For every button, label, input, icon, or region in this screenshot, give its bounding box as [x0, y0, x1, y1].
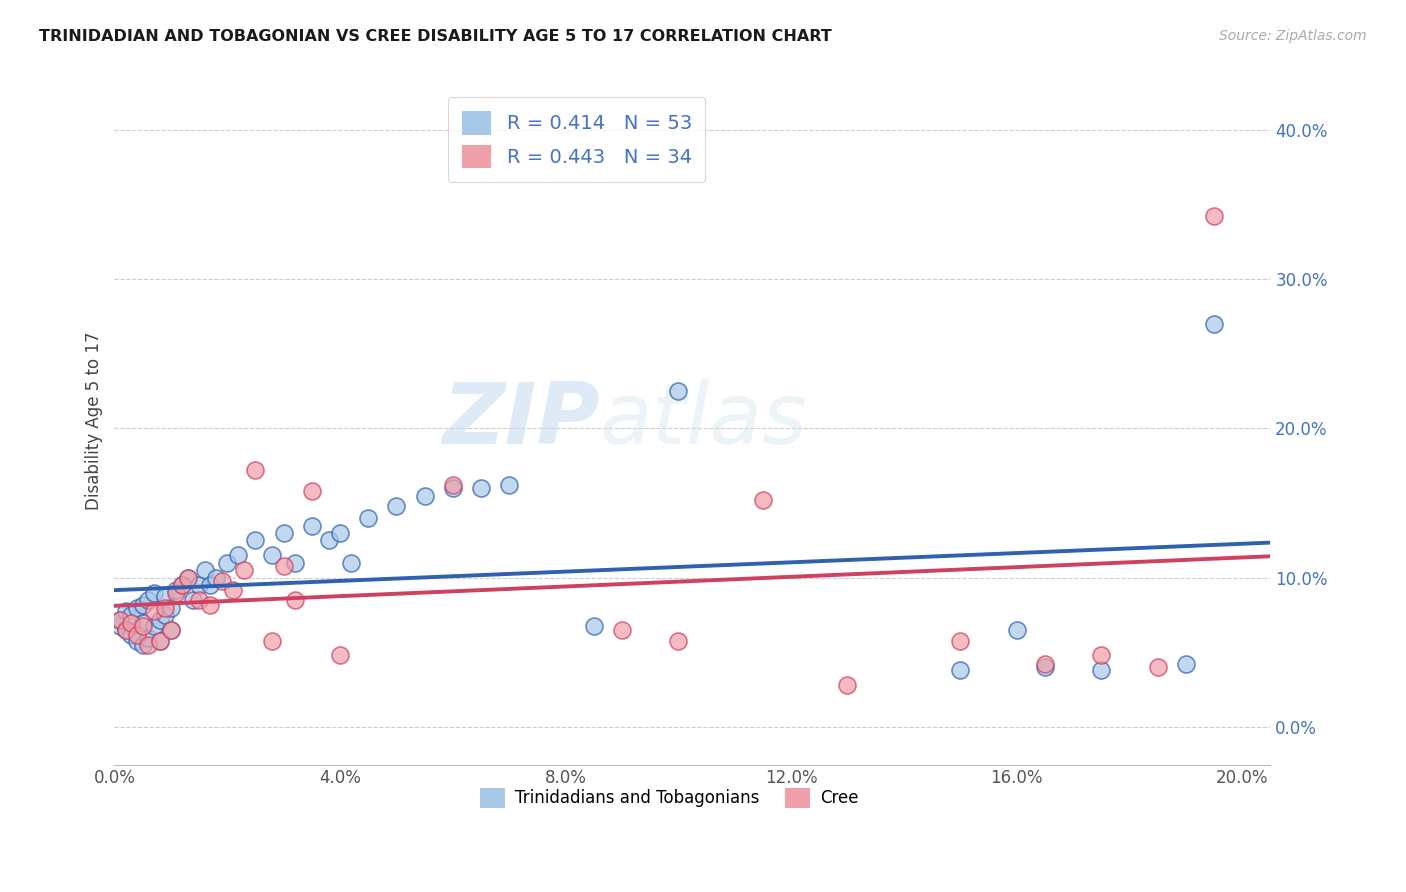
- Point: [148, 613, 170, 627]
- Point: [441, 481, 464, 495]
- Point: [666, 384, 689, 398]
- Point: [262, 549, 284, 563]
- Point: [228, 549, 250, 563]
- Point: [120, 627, 142, 641]
- Point: [340, 556, 363, 570]
- Text: ZIP: ZIP: [443, 379, 600, 462]
- Text: Source: ZipAtlas.com: Source: ZipAtlas.com: [1219, 29, 1367, 43]
- Point: [752, 493, 775, 508]
- Point: [1005, 623, 1028, 637]
- Point: [125, 600, 148, 615]
- Point: [284, 593, 307, 607]
- Point: [114, 604, 136, 618]
- Point: [211, 574, 233, 588]
- Point: [498, 478, 520, 492]
- Point: [205, 571, 228, 585]
- Point: [666, 633, 689, 648]
- Point: [165, 586, 187, 600]
- Point: [159, 623, 181, 637]
- Point: [188, 593, 211, 607]
- Point: [142, 618, 165, 632]
- Point: [142, 586, 165, 600]
- Point: [114, 623, 136, 637]
- Point: [120, 615, 142, 630]
- Point: [284, 556, 307, 570]
- Point: [136, 593, 159, 607]
- Point: [108, 613, 131, 627]
- Point: [188, 578, 211, 592]
- Point: [441, 478, 464, 492]
- Point: [245, 533, 267, 548]
- Point: [194, 563, 217, 577]
- Point: [159, 623, 181, 637]
- Point: [114, 623, 136, 637]
- Point: [120, 608, 142, 623]
- Point: [148, 633, 170, 648]
- Point: [357, 511, 380, 525]
- Point: [131, 638, 153, 652]
- Point: [153, 600, 176, 615]
- Point: [148, 633, 170, 648]
- Point: [1202, 317, 1225, 331]
- Point: [1146, 660, 1168, 674]
- Text: TRINIDADIAN AND TOBAGONIAN VS CREE DISABILITY AGE 5 TO 17 CORRELATION CHART: TRINIDADIAN AND TOBAGONIAN VS CREE DISAB…: [39, 29, 832, 44]
- Point: [153, 589, 176, 603]
- Point: [949, 633, 972, 648]
- Point: [200, 598, 222, 612]
- Point: [262, 633, 284, 648]
- Point: [470, 481, 492, 495]
- Point: [170, 578, 193, 592]
- Point: [108, 613, 131, 627]
- Point: [385, 499, 408, 513]
- Point: [170, 578, 193, 592]
- Point: [200, 578, 222, 592]
- Point: [273, 558, 295, 573]
- Point: [136, 638, 159, 652]
- Point: [1202, 210, 1225, 224]
- Point: [131, 618, 153, 632]
- Legend: Trinidadians and Tobagonians, Cree: Trinidadians and Tobagonians, Cree: [474, 780, 865, 814]
- Point: [217, 556, 239, 570]
- Point: [153, 608, 176, 623]
- Point: [136, 631, 159, 645]
- Point: [301, 484, 323, 499]
- Text: atlas: atlas: [600, 379, 808, 462]
- Point: [1174, 657, 1197, 672]
- Point: [949, 664, 972, 678]
- Point: [837, 678, 859, 692]
- Point: [329, 526, 352, 541]
- Point: [329, 648, 352, 663]
- Point: [1090, 664, 1112, 678]
- Point: [318, 533, 340, 548]
- Point: [413, 489, 436, 503]
- Point: [177, 571, 200, 585]
- Point: [582, 618, 605, 632]
- Point: [222, 582, 245, 597]
- Point: [1033, 657, 1056, 672]
- Point: [233, 563, 256, 577]
- Point: [159, 600, 181, 615]
- Point: [131, 615, 153, 630]
- Point: [183, 593, 205, 607]
- Point: [108, 618, 131, 632]
- Point: [125, 633, 148, 648]
- Point: [610, 623, 633, 637]
- Point: [301, 518, 323, 533]
- Point: [177, 571, 200, 585]
- Point: [142, 604, 165, 618]
- Point: [165, 582, 187, 597]
- Point: [1090, 648, 1112, 663]
- Point: [245, 463, 267, 477]
- Y-axis label: Disability Age 5 to 17: Disability Age 5 to 17: [86, 332, 103, 510]
- Point: [131, 598, 153, 612]
- Point: [273, 526, 295, 541]
- Point: [125, 627, 148, 641]
- Point: [1033, 660, 1056, 674]
